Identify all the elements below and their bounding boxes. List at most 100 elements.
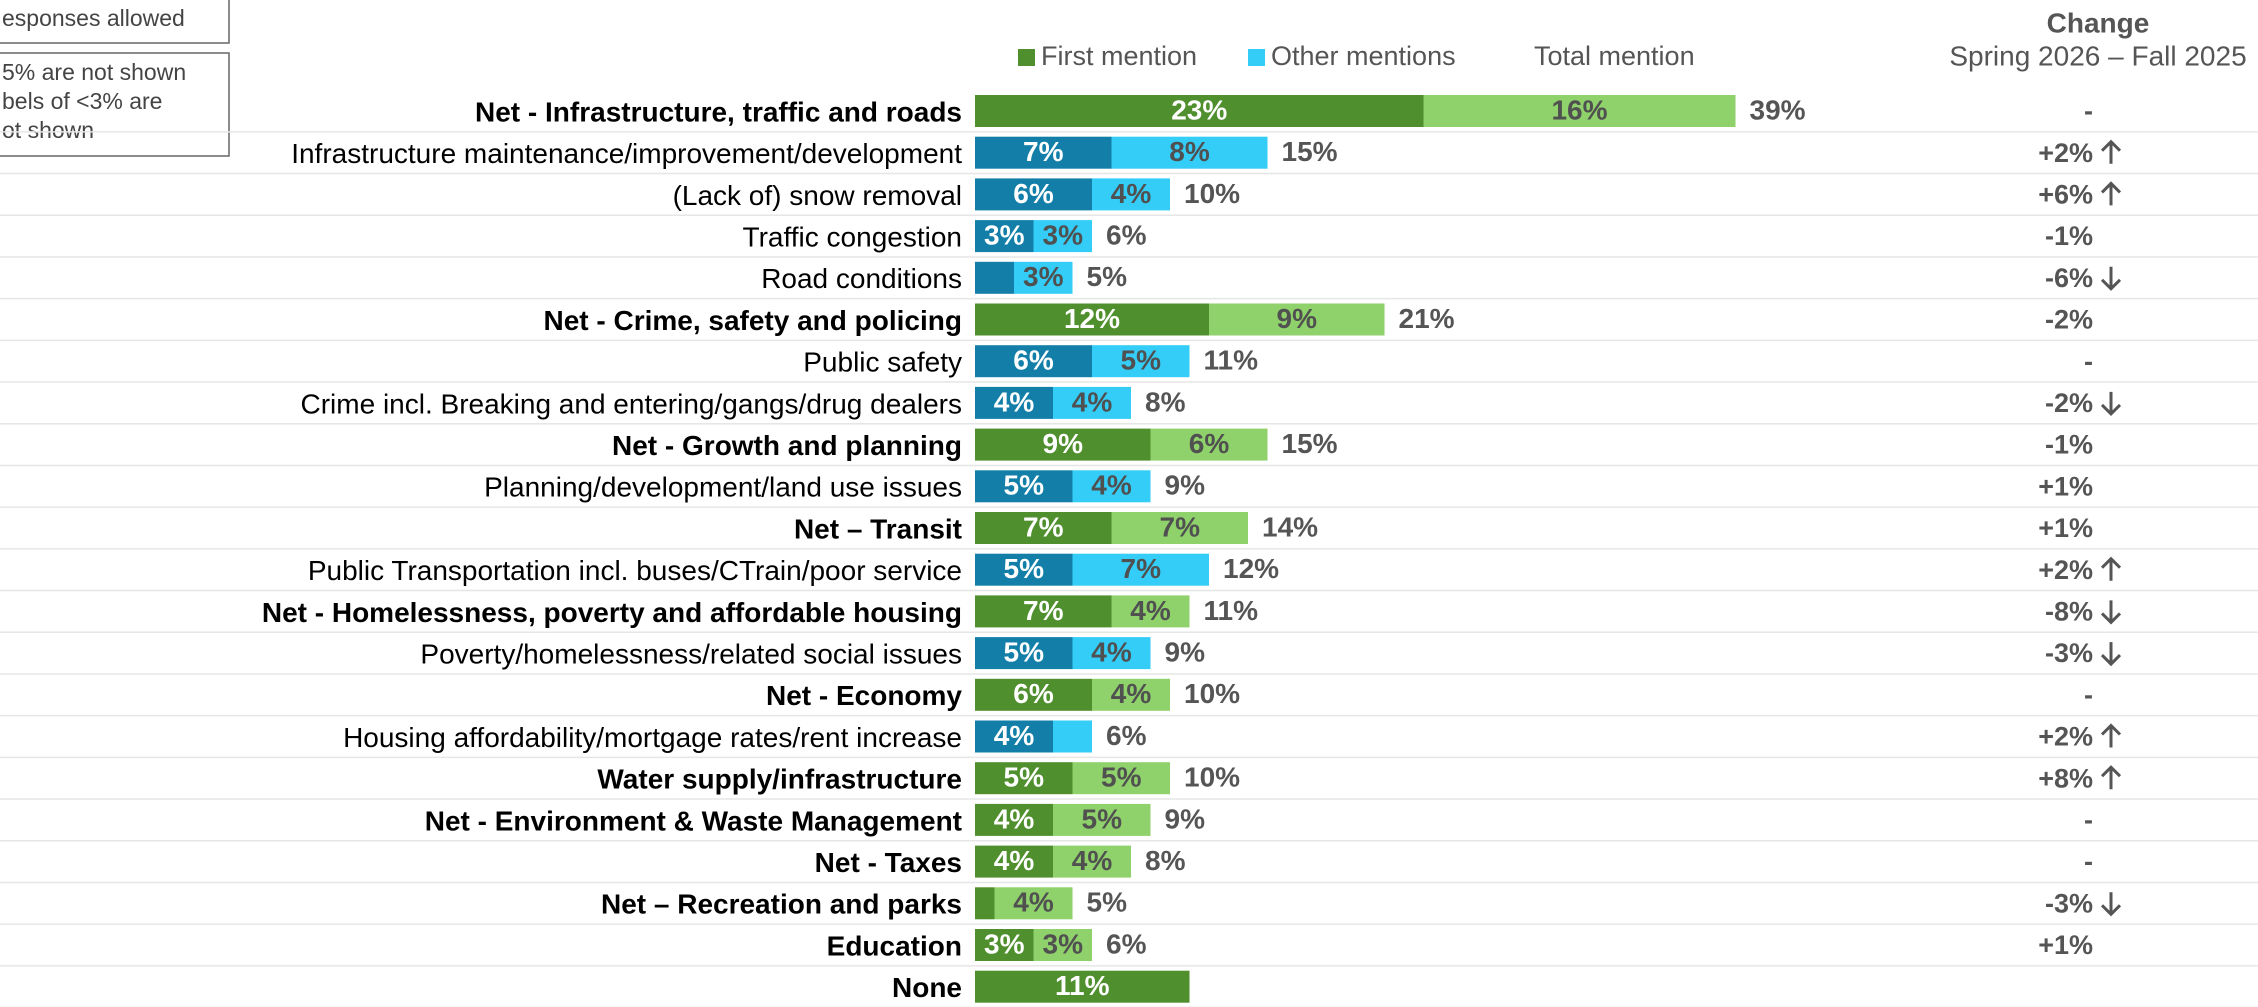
bar-label: 9% bbox=[1043, 428, 1084, 459]
total-label: 12% bbox=[1223, 553, 1279, 584]
note: esponses allowed bbox=[2, 5, 185, 31]
bar-segment bbox=[1092, 345, 1190, 378]
category-label: Net - Infrastructure, traffic and roads bbox=[475, 96, 962, 127]
total-label: 8% bbox=[1145, 845, 1186, 876]
category-label: Net – Recreation and parks bbox=[601, 889, 962, 920]
bar-segment bbox=[1053, 720, 1092, 753]
legend-label: First mention bbox=[1041, 41, 1197, 71]
total-label: 11% bbox=[1204, 595, 1259, 626]
category-label: Net - Economy bbox=[766, 680, 962, 711]
change-label: -8% bbox=[2045, 597, 2093, 627]
bar-segment bbox=[1072, 470, 1151, 503]
category-label: Infrastructure maintenance/improvement/d… bbox=[291, 138, 962, 169]
total-label: 6% bbox=[1106, 219, 1147, 250]
change-label: - bbox=[2084, 680, 2093, 710]
total-label: 5% bbox=[1087, 261, 1128, 292]
bar-label: 4% bbox=[994, 845, 1035, 876]
trend-arrow bbox=[2100, 642, 2122, 667]
trend-arrow bbox=[2100, 600, 2122, 625]
legend-swatch bbox=[1018, 49, 1035, 66]
change-label: +2% bbox=[2038, 555, 2093, 585]
bar-label: 5% bbox=[1004, 553, 1045, 584]
bar-segment bbox=[1150, 428, 1268, 461]
change-title: Change bbox=[2047, 7, 2150, 38]
total-label: 10% bbox=[1184, 178, 1240, 209]
change-label: -3% bbox=[2045, 638, 2093, 668]
bar-label: 3% bbox=[1023, 261, 1064, 292]
bar-segment bbox=[975, 178, 1092, 211]
bar-label: 6% bbox=[1013, 178, 1054, 209]
bar-label: 6% bbox=[1013, 345, 1054, 376]
bar-segment bbox=[1072, 762, 1170, 795]
category-label: Net - Taxes bbox=[815, 847, 962, 878]
note-box bbox=[0, 0, 230, 44]
note: bels of <3% are bbox=[2, 88, 162, 114]
total-label: 39% bbox=[1750, 94, 1806, 125]
bar-label: 4% bbox=[1072, 845, 1113, 876]
category-label: Net - Crime, safety and policing bbox=[543, 305, 962, 336]
legend-swatch bbox=[1248, 49, 1265, 66]
total-label: 9% bbox=[1165, 636, 1206, 667]
total-label: 11% bbox=[1204, 345, 1259, 376]
bar-label: 4% bbox=[1013, 887, 1054, 918]
bar-segment bbox=[975, 887, 995, 920]
trend-arrow bbox=[2100, 556, 2122, 581]
bar-segment bbox=[1092, 178, 1170, 211]
category-label: Traffic congestion bbox=[743, 221, 962, 252]
bar-segment bbox=[975, 553, 1073, 586]
category-label: Net - Environment & Waste Management bbox=[425, 805, 962, 836]
change-label: +6% bbox=[2038, 180, 2093, 210]
bar-segment bbox=[1072, 637, 1151, 670]
change-label: +1% bbox=[2038, 471, 2093, 501]
category-label: Housing affordability/mortgage rates/ren… bbox=[343, 722, 962, 753]
bar-label: 5% bbox=[1121, 345, 1162, 376]
bar-label: 12% bbox=[1064, 303, 1120, 334]
bar-segment bbox=[975, 303, 1209, 336]
trend-arrow bbox=[2100, 723, 2122, 748]
bar-label: 3% bbox=[1043, 219, 1084, 250]
bar-segment bbox=[1014, 261, 1073, 294]
bar-label: 4% bbox=[994, 720, 1035, 751]
bar-label: 5% bbox=[1004, 636, 1045, 667]
bar-label: 7% bbox=[1121, 553, 1162, 584]
bar-label: 6% bbox=[1013, 678, 1054, 709]
change-label: - bbox=[2084, 96, 2093, 126]
bar-label: 4% bbox=[1091, 636, 1132, 667]
trend-arrow bbox=[2100, 391, 2122, 417]
bar-segment bbox=[975, 470, 1073, 503]
bar-segment bbox=[975, 345, 1092, 378]
bar-segment bbox=[1033, 929, 1092, 961]
bar-segment bbox=[975, 261, 1014, 294]
category-label: Net - Homelessness, poverty and affordab… bbox=[262, 597, 962, 628]
bar-segment bbox=[1092, 678, 1170, 711]
bar-segment bbox=[1033, 220, 1092, 253]
legend-total: Total mention bbox=[1534, 41, 1695, 71]
total-label: 15% bbox=[1282, 428, 1338, 459]
total-label: 6% bbox=[1106, 720, 1147, 751]
bar-segment bbox=[975, 929, 1034, 961]
bar-label: 4% bbox=[1111, 178, 1152, 209]
category-label: None bbox=[892, 972, 962, 1003]
category-label: Net - Growth and planning bbox=[612, 430, 962, 461]
bar-label: 23% bbox=[1171, 94, 1227, 125]
change-label: - bbox=[2084, 847, 2093, 877]
trend-arrow bbox=[2100, 139, 2122, 164]
change-label: -2% bbox=[2045, 305, 2093, 335]
bar-label: 7% bbox=[1160, 511, 1201, 542]
bar-label: 3% bbox=[1043, 928, 1084, 959]
bar-segment bbox=[1111, 136, 1268, 169]
bar-segment bbox=[975, 762, 1073, 795]
bar-label: 3% bbox=[984, 928, 1025, 959]
bar-label: 7% bbox=[1023, 595, 1064, 626]
bar-label: 3% bbox=[984, 219, 1025, 250]
trend-arrow bbox=[2100, 181, 2122, 206]
bar-segment bbox=[1053, 386, 1131, 419]
bar-label: 7% bbox=[1023, 511, 1064, 542]
bar-segment bbox=[1053, 845, 1131, 878]
bar-segment bbox=[975, 386, 1053, 419]
bar-label: 5% bbox=[1004, 762, 1045, 793]
bar-label: 5% bbox=[1101, 762, 1142, 793]
change-label: -1% bbox=[2045, 430, 2093, 460]
change-label: +8% bbox=[2038, 763, 2093, 793]
change-label: +2% bbox=[2038, 722, 2093, 752]
